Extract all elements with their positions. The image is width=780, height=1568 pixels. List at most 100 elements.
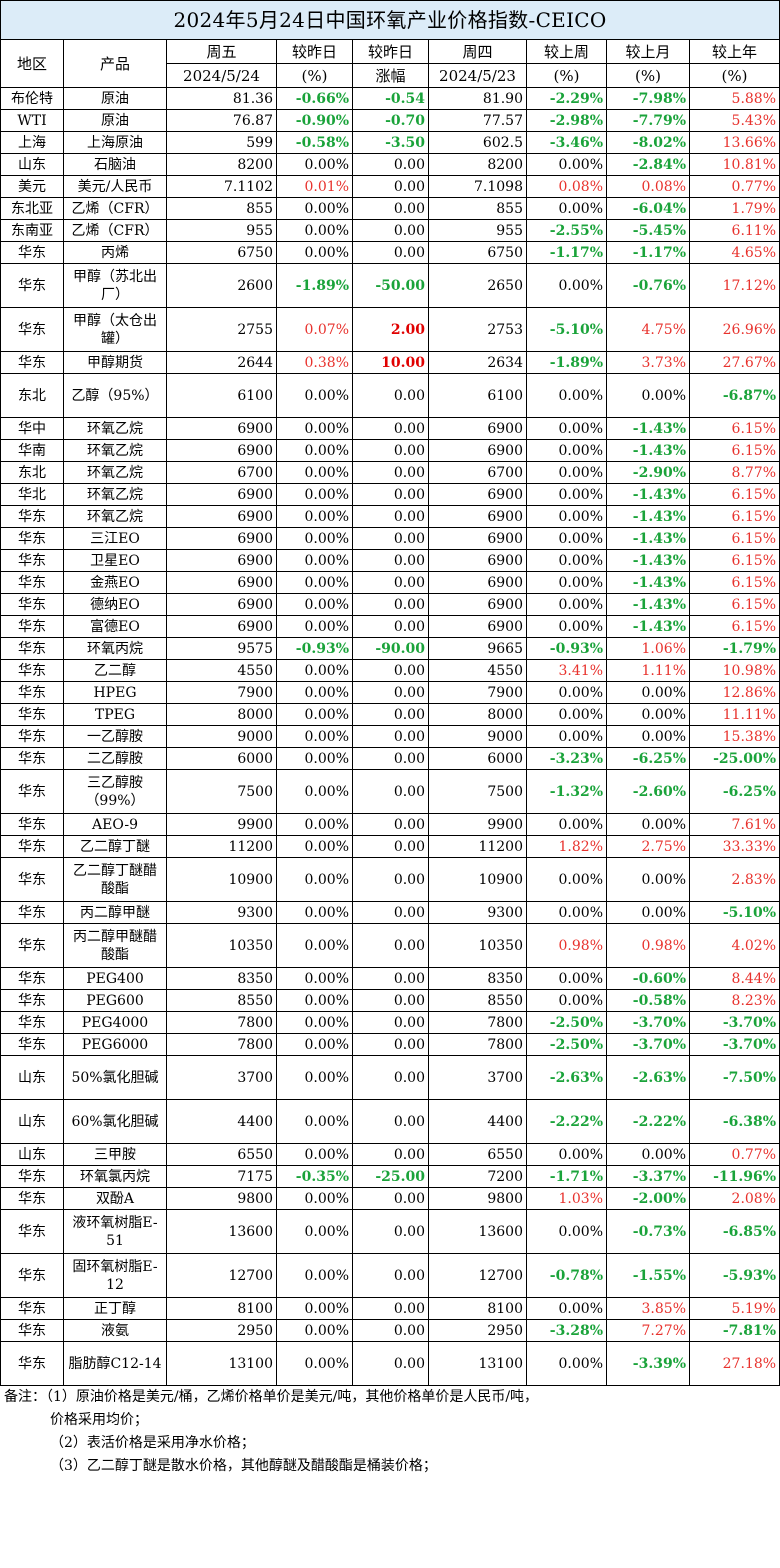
cell-month: -1.43% <box>606 527 690 550</box>
table-row: 华东 乙二醇丁醚 11200 0.00% 0.00 11200 1.82% 2.75% 33.3… <box>0 835 780 858</box>
cell-year: 11.11% <box>688 703 780 726</box>
cell-chg: 0.00 <box>352 747 429 770</box>
cell-month: -1.43% <box>606 615 690 638</box>
cell-product: 美元/人民币 <box>63 175 167 198</box>
cell-region: 华东 <box>0 637 64 660</box>
table-row: 华东 AEO-9 9900 0.00% 0.00 9900 0.00% 0.00% 7.61% <box>0 813 780 836</box>
cell-product: PEG400 <box>63 967 167 990</box>
cell-product: 乙醇（95%） <box>63 373 167 418</box>
cell-product: 液环氧树脂E-51 <box>63 1209 167 1254</box>
cell-product: 环氧氯丙烷 <box>63 1165 167 1188</box>
table-row: 华东 一乙醇胺 9000 0.00% 0.00 9000 0.00% 0.00% 15.38% <box>0 725 780 748</box>
cell-chg: 0.00 <box>352 813 429 836</box>
cell-chg: 0.00 <box>352 1033 429 1056</box>
cell-chg: -3.50 <box>352 131 429 154</box>
cell-pct: 0.00% <box>276 1209 353 1254</box>
cell-week: 0.00% <box>526 857 607 902</box>
cell-thu: 955 <box>428 219 527 242</box>
cell-region: 东北亚 <box>0 197 64 220</box>
cell-year: 27.67% <box>688 351 780 374</box>
cell-month: -3.70% <box>606 1011 690 1034</box>
cell-product: 甲醇期货 <box>63 351 167 374</box>
cell-pct: 0.01% <box>276 175 353 198</box>
cell-chg: 0.00 <box>352 901 429 924</box>
cell-region: 华东 <box>0 857 64 902</box>
cell-chg: 0.00 <box>352 527 429 550</box>
cell-month: 0.98% <box>606 923 690 968</box>
cell-year: 6.15% <box>688 417 780 440</box>
cell-chg: 0.00 <box>352 153 429 176</box>
cell-fri: 2644 <box>166 351 277 374</box>
cell-week: 0.00% <box>526 483 607 506</box>
cell-pct: -0.90% <box>276 109 353 132</box>
cell-week: 0.00% <box>526 615 607 638</box>
cell-month: -7.98% <box>606 87 690 110</box>
cell-month: -2.60% <box>606 769 690 814</box>
cell-week: 1.03% <box>526 1187 607 1210</box>
cell-week: 0.00% <box>526 263 607 308</box>
cell-region: 华东 <box>0 967 64 990</box>
table-row: 华东 PEG600 8550 0.00% 0.00 8550 0.00% -0.58% 8.23… <box>0 989 780 1012</box>
cell-month: -2.90% <box>606 461 690 484</box>
cell-chg: 0.00 <box>352 1319 429 1342</box>
cell-year: -6.85% <box>688 1209 780 1254</box>
cell-month: -3.39% <box>606 1341 690 1386</box>
cell-product: AEO-9 <box>63 813 167 836</box>
cell-product: 上海原油 <box>63 131 167 154</box>
table-row: 华东 液环氧树脂E-51 13600 0.00% 0.00 13600 0.00% -0.73… <box>0 1209 780 1254</box>
cell-chg: 0.00 <box>352 769 429 814</box>
cell-thu: 6550 <box>428 1143 527 1166</box>
cell-week: -2.55% <box>526 219 607 242</box>
cell-thu: 7500 <box>428 769 527 814</box>
cell-year: 1.79% <box>688 197 780 220</box>
table-row: 华东 三江EO 6900 0.00% 0.00 6900 0.00% -1.43% 6.15% <box>0 527 780 550</box>
cell-pct: 0.00% <box>276 219 353 242</box>
cell-month: -1.43% <box>606 505 690 528</box>
cell-fri: 9000 <box>166 725 277 748</box>
cell-region: 华东 <box>0 1341 64 1386</box>
cell-thu: 7900 <box>428 681 527 704</box>
cell-fri: 6900 <box>166 483 277 506</box>
cell-thu: 2634 <box>428 351 527 374</box>
cell-year: 6.15% <box>688 571 780 594</box>
cell-fri: 7900 <box>166 681 277 704</box>
cell-year: 0.77% <box>688 1143 780 1166</box>
cell-fri: 10900 <box>166 857 277 902</box>
cell-week: -2.63% <box>526 1055 607 1100</box>
cell-chg: 0.00 <box>352 219 429 242</box>
cell-chg: 0.00 <box>352 175 429 198</box>
cell-product: PEG4000 <box>63 1011 167 1034</box>
cell-chg: 0.00 <box>352 1253 429 1298</box>
table-row: 上海 上海原油 599 -0.58% -3.50 602.5 -3.46% -8.02% 13.… <box>0 131 780 154</box>
cell-thu: 855 <box>428 197 527 220</box>
cell-month: 0.00% <box>606 1143 690 1166</box>
cell-month: 1.11% <box>606 659 690 682</box>
cell-region: 上海 <box>0 131 64 154</box>
cell-thu: 6900 <box>428 593 527 616</box>
cell-region: 华东 <box>0 241 64 264</box>
header-thu: 周四 <box>428 39 527 64</box>
cell-product: 丙烯 <box>63 241 167 264</box>
cell-chg: 0.00 <box>352 439 429 462</box>
cell-thu: 6000 <box>428 747 527 770</box>
cell-year: 6.15% <box>688 527 780 550</box>
table-row: 山东 50%氯化胆碱 3700 0.00% 0.00 3700 -2.63% -2.63% -7… <box>0 1055 780 1100</box>
cell-region: 山东 <box>0 1099 64 1144</box>
cell-year: -7.50% <box>688 1055 780 1100</box>
title-row: 2024年5月24日中国环氧产业价格指数-CEICO <box>0 0 780 40</box>
cell-week: 1.82% <box>526 835 607 858</box>
cell-fri: 2600 <box>166 263 277 308</box>
cell-pct: -0.35% <box>276 1165 353 1188</box>
cell-region: 华东 <box>0 725 64 748</box>
cell-year: -5.10% <box>688 901 780 924</box>
cell-product: 三江EO <box>63 527 167 550</box>
cell-fri: 6900 <box>166 439 277 462</box>
cell-year: 6.15% <box>688 483 780 506</box>
cell-product: 甲醇（太仓出罐） <box>63 307 167 352</box>
cell-chg: 10.00 <box>352 351 429 374</box>
table-row: 华东 甲醇期货 2644 0.38% 10.00 2634 -1.89% 3.73% 27.67… <box>0 351 780 374</box>
cell-chg: 0.00 <box>352 241 429 264</box>
cell-fri: 8100 <box>166 1297 277 1320</box>
cell-thu: 8550 <box>428 989 527 1012</box>
note-line-4: （3）乙二醇丁醚是散水价格，其他醇醚及醋酸酯是桶装价格； <box>50 1458 437 1474</box>
